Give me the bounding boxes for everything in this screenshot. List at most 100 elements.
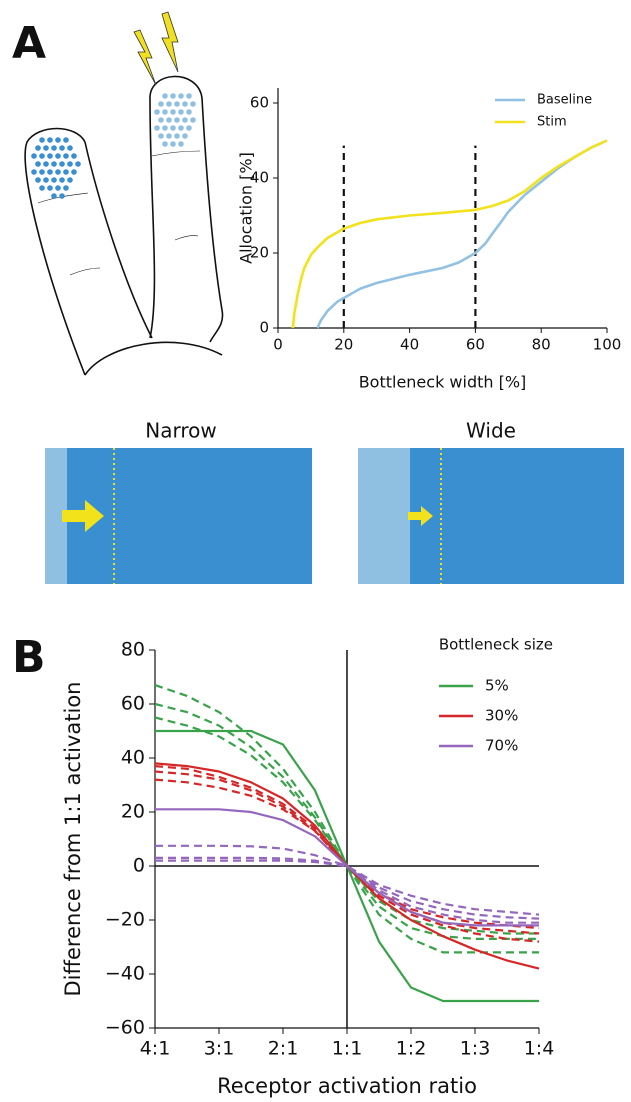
receptor-dot bbox=[154, 109, 160, 115]
y-tick-label: −60 bbox=[105, 1017, 145, 1039]
y-tick-label: 60 bbox=[250, 94, 269, 112]
legend-label: 5% bbox=[485, 677, 509, 695]
receptor-dot bbox=[170, 109, 176, 115]
receptor-dot bbox=[51, 177, 57, 183]
y-tick-label: 40 bbox=[121, 747, 145, 769]
finger-outline bbox=[149, 75, 224, 343]
x-tick-label: 1:1 bbox=[332, 1038, 363, 1060]
series-line bbox=[291, 139, 608, 329]
receptor-dot bbox=[63, 185, 69, 191]
x-tick-label: 0 bbox=[273, 336, 283, 354]
receptor-dot bbox=[43, 145, 49, 151]
receptor-dot bbox=[71, 169, 77, 175]
crease bbox=[174, 235, 199, 241]
receptor-dot bbox=[162, 93, 168, 99]
crease bbox=[69, 267, 101, 276]
x-tick-label: 1:4 bbox=[524, 1038, 555, 1060]
receptor-dot bbox=[67, 145, 73, 151]
receptor-dot bbox=[63, 153, 69, 159]
receptor-dot bbox=[39, 185, 45, 191]
receptor-dot bbox=[166, 133, 172, 139]
receptor-dot bbox=[47, 169, 53, 175]
receptor-dot bbox=[55, 137, 61, 143]
y-tick-label: −40 bbox=[105, 963, 145, 985]
receptor-dot bbox=[186, 125, 192, 131]
y-axis-label: Difference from 1:1 activation bbox=[61, 682, 85, 997]
receptor-dot bbox=[158, 133, 164, 139]
finger-outline bbox=[84, 141, 153, 339]
receptor-dot bbox=[51, 193, 57, 199]
x-tick-label: 100 bbox=[593, 336, 622, 354]
receptor-dot bbox=[55, 153, 61, 159]
diagram-arrow bbox=[408, 506, 433, 526]
receptor-dot bbox=[59, 193, 65, 199]
receptor-dot bbox=[166, 101, 172, 107]
receptor-dot bbox=[182, 117, 188, 123]
series-line bbox=[316, 139, 608, 329]
series-line bbox=[154, 684, 539, 954]
y-tick-label: −20 bbox=[105, 909, 145, 931]
finger-outline bbox=[149, 99, 156, 339]
receptor-dot bbox=[47, 153, 53, 159]
receptor-dot bbox=[174, 133, 180, 139]
receptor-dot bbox=[182, 101, 188, 107]
series-line bbox=[155, 856, 540, 916]
finger-outline bbox=[84, 341, 223, 376]
diagram-region bbox=[358, 448, 410, 584]
receptor-dot bbox=[35, 177, 41, 183]
y-tick-label: 60 bbox=[121, 693, 145, 715]
x-tick-label: 4:1 bbox=[140, 1038, 171, 1060]
diagram-title: Wide bbox=[466, 419, 516, 443]
series-line bbox=[154, 778, 540, 943]
receptor-dot bbox=[47, 185, 53, 191]
receptor-dot bbox=[67, 161, 73, 167]
y-tick-label: 0 bbox=[259, 319, 269, 337]
panel-label: A bbox=[12, 18, 46, 69]
nail-line bbox=[151, 150, 201, 157]
x-tick-label: 3:1 bbox=[204, 1038, 235, 1060]
receptor-dot bbox=[158, 117, 164, 123]
receptor-dot bbox=[35, 161, 41, 167]
legend-title: Bottleneck size bbox=[439, 636, 553, 654]
receptor-dot bbox=[63, 169, 69, 175]
y-tick-label: 20 bbox=[250, 244, 269, 262]
receptor-dot bbox=[190, 117, 196, 123]
x-axis-label: Receptor activation ratio bbox=[217, 1074, 477, 1098]
receptor-dot bbox=[178, 125, 184, 131]
diagram-region bbox=[45, 448, 67, 584]
receptor-dot bbox=[174, 117, 180, 123]
receptor-dot bbox=[178, 109, 184, 115]
series-line bbox=[154, 702, 539, 940]
receptor-dot bbox=[55, 185, 61, 191]
diagram-arrow bbox=[62, 500, 104, 532]
legend-label: Stim bbox=[537, 115, 567, 130]
diagram-title: Narrow bbox=[145, 419, 216, 443]
receptor-dot bbox=[59, 161, 65, 167]
receptor-dot bbox=[51, 161, 57, 167]
y-tick-label: 80 bbox=[121, 639, 145, 661]
x-tick-label: 1:3 bbox=[460, 1038, 491, 1060]
receptor-dot bbox=[31, 153, 37, 159]
receptor-dot bbox=[67, 177, 73, 183]
x-tick-label: 20 bbox=[334, 336, 353, 354]
receptor-dot bbox=[162, 109, 168, 115]
receptor-dot bbox=[170, 141, 176, 147]
receptor-dot bbox=[182, 133, 188, 139]
receptor-dot bbox=[71, 153, 77, 159]
x-tick-label: 80 bbox=[532, 336, 551, 354]
receptor-dot bbox=[190, 101, 196, 107]
series-line bbox=[155, 808, 539, 927]
stim-bolt bbox=[161, 11, 179, 73]
receptor-dot bbox=[35, 145, 41, 151]
y-tick-label: 0 bbox=[133, 855, 145, 877]
stim-bolt bbox=[133, 29, 157, 86]
receptor-dot bbox=[162, 141, 168, 147]
receptor-dot bbox=[39, 153, 45, 159]
panel-label: B bbox=[12, 632, 46, 683]
receptor-dot bbox=[178, 141, 184, 147]
receptor-dot bbox=[31, 169, 37, 175]
legend-label: 70% bbox=[485, 737, 518, 755]
y-axis-label: Allocation [%] bbox=[237, 152, 256, 264]
receptor-dot bbox=[55, 169, 61, 175]
